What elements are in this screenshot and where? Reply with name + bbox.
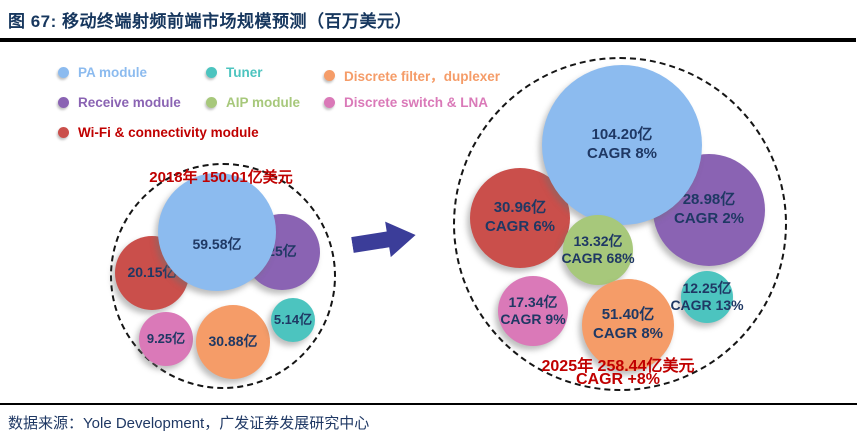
bubble-2025-pa-module: 104.20亿 CAGR 8% (542, 65, 702, 225)
bubble-cagr: CAGR 2% (673, 210, 744, 227)
cluster-2025-boundary (453, 57, 787, 391)
bubble-value-label: 59.58亿 (192, 236, 242, 253)
bubble-value: 51.40亿 (601, 306, 655, 324)
footer-divider (0, 403, 857, 405)
bubble-cagr: CAGR 9% (500, 311, 566, 327)
bubble-2025-discrete-filter-duplexer: 51.40亿 CAGR 8% (582, 279, 674, 371)
bubble-cagr: CAGR 8% (586, 145, 657, 162)
bubble-value-label: 13.32亿 CAGR 68% (561, 233, 634, 268)
cluster-2018-boundary (110, 163, 336, 389)
legend-dot-icon (58, 127, 69, 138)
bubble-2018-discrete-filter-duplexer: 30.88亿 (196, 305, 270, 379)
legend-label: Receive module (78, 95, 181, 110)
legend-label: AIP module (226, 95, 301, 110)
cluster-2025-total-label: 2025年 258.44亿美元 (541, 358, 695, 375)
legend-item-pa-module: PA module (58, 65, 147, 80)
legend-dot-icon (58, 97, 69, 108)
arrow-right-icon (351, 221, 416, 258)
bubble-value-label: 5.14亿 (273, 311, 313, 327)
bubble-value: 12.25亿 (682, 279, 732, 296)
figure-title: 图 67: 移动终端射频前端市场规模预测（百万美元） (8, 12, 413, 31)
bubble-value-label: 20.15亿 (127, 264, 177, 281)
bubble-value-label: 25亿 (267, 243, 297, 260)
cluster-2018-total-label: 2018年 150.01亿美元 (149, 169, 293, 186)
bubble-2025-aip-module: 13.32亿 CAGR 68% (561, 215, 635, 285)
bubble-2025-receive-module: 28.98亿 CAGR 2% (653, 154, 765, 266)
legend-item-tuner: Tuner (206, 65, 263, 80)
legend-label: Wi-Fi & connectivity module (78, 125, 259, 140)
bubble-value: 17.34亿 (508, 293, 558, 310)
legend-item-discrete-switch-lna: Discrete switch & LNA (324, 95, 488, 110)
legend-dot-icon (58, 67, 69, 78)
bubble-2018-discrete-switch-lna: 9.25亿 (139, 312, 193, 366)
legend-dot-icon (324, 69, 335, 81)
legend-item-receive-module: Receive module (58, 95, 181, 110)
bubble-cagr: CAGR 68% (561, 250, 635, 266)
legend-item-aip-module: AIP module (206, 95, 300, 110)
bubble-2025-discrete-switch-lna: 17.34亿 CAGR 9% (498, 276, 568, 346)
legend-dot-icon (206, 97, 217, 108)
legend-dot-icon (324, 97, 335, 108)
data-source-prefix: 数据来源： (8, 414, 84, 432)
bubble-value: 13.32亿 (573, 232, 623, 249)
legend-dot-icon (206, 67, 217, 78)
legend-item-wifi-connectivity-module: Wi-Fi & connectivity module (58, 125, 259, 140)
legend-label: Tuner (226, 65, 263, 80)
bubble-value: 104.20亿 (591, 126, 653, 144)
bubble-2018-tuner: 5.14亿 (271, 298, 315, 342)
legend-label: PA module (78, 65, 148, 80)
bubble-value-label: 17.34亿 CAGR 9% (500, 294, 565, 329)
bubble-2025-tuner: 12.25亿 CAGR 13% (670, 271, 744, 323)
bubble-cagr: CAGR 13% (670, 297, 744, 313)
bubble-value-label: 51.40亿 CAGR 8% (593, 306, 663, 344)
legend-label: Discrete switch & LNA (344, 95, 489, 110)
bubble-cagr: CAGR 6% (484, 218, 555, 235)
cluster-2025-cagr-label: CAGR +8% (575, 371, 661, 388)
bubble-value-label: 30.88亿 (208, 333, 258, 350)
bubble-value-label: 9.25亿 (146, 330, 186, 346)
title-divider (0, 38, 856, 42)
legend-item-discrete-filter-duplexer: Discrete filter，duplexer (324, 65, 500, 85)
bubble-value-label: 104.20亿 CAGR 8% (587, 126, 657, 164)
data-source-cn: ，广发证券发展研究中心 (204, 414, 370, 432)
bubble-value: 30.96亿 (493, 199, 547, 217)
bubble-value: 28.98亿 (682, 191, 736, 209)
bubble-cagr: CAGR 8% (592, 325, 663, 342)
data-source: 数据来源：Yole Development，广发证券发展研究中心 (8, 412, 369, 433)
data-source-en: Yole Development (83, 415, 205, 432)
bubble-2018-pa-module: 59.58亿 (158, 173, 276, 291)
bubble-2025-wifi-connectivity: 30.96亿 CAGR 6% (470, 168, 570, 268)
bubble-value-label: 12.25亿 CAGR 13% (670, 280, 743, 315)
legend-label: Discrete filter，duplexer (344, 69, 501, 84)
bubble-value-label: 28.98亿 CAGR 2% (674, 191, 744, 229)
bubble-value-label: 30.96亿 CAGR 6% (485, 199, 555, 237)
